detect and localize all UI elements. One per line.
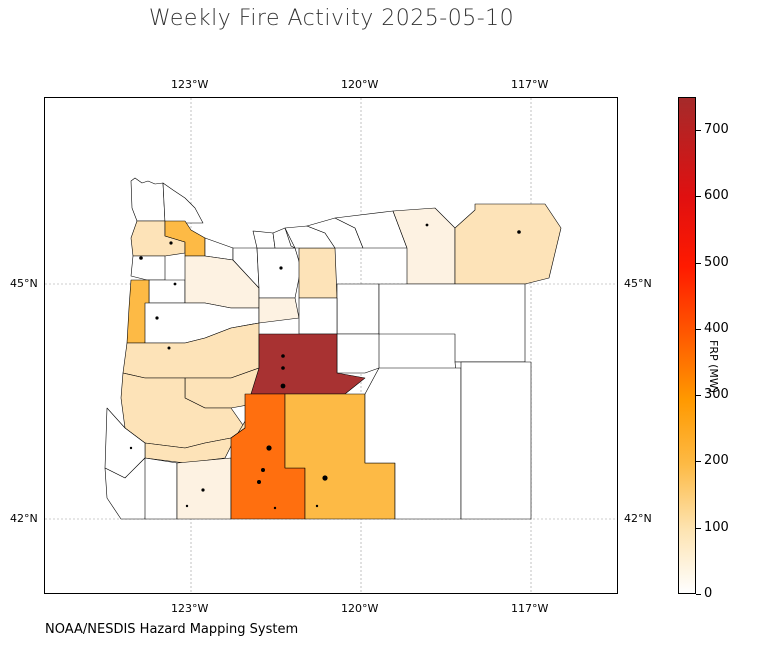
map-frame — [44, 97, 618, 594]
county-columbia — [162, 182, 204, 224]
lon-tick-bottom-120: 120°W — [341, 602, 379, 615]
colorbar-tick-mark — [696, 594, 701, 595]
county-gilliam — [272, 227, 296, 249]
fire-detections — [129, 223, 521, 510]
lat-tick-left-42: 42°N — [10, 512, 38, 525]
county-deschutes — [250, 333, 366, 395]
county-wasco — [256, 247, 302, 299]
lon-tick-top-117: 117°W — [511, 78, 549, 91]
colorbar — [678, 97, 696, 594]
colorbar-tick-label: 300 — [704, 387, 729, 403]
colorbar-tick-mark — [696, 328, 701, 330]
credit-text: NOAA/NESDIS Hazard Mapping System — [45, 622, 299, 637]
colorbar-tick-label: 600 — [704, 188, 729, 204]
lat-tick-left-45: 45°N — [10, 277, 38, 290]
county-tillamook — [130, 255, 166, 281]
county-umatilla — [334, 210, 408, 249]
county-sherman — [252, 230, 276, 249]
colorbar-tick-label: 100 — [704, 519, 729, 535]
county-baker — [378, 283, 526, 363]
colorbar-tick-mark — [696, 395, 701, 397]
lon-tick-top-120: 120°W — [341, 78, 379, 91]
oregon-county-map — [45, 98, 617, 593]
colorbar-tick-mark — [696, 461, 701, 463]
colorbar-tick-mark — [696, 196, 701, 198]
lat-tick-right-45: 45°N — [624, 277, 652, 290]
colorbar-tick-mark — [696, 527, 701, 529]
colorbar-title: FRP (MW) — [707, 340, 720, 394]
county-josephine — [144, 457, 178, 520]
colorbar-tick-mark — [696, 130, 701, 132]
colorbar-tick-mark — [696, 262, 701, 264]
county-clatsop — [130, 177, 166, 222]
colorbar-tick-label: 0 — [704, 586, 713, 601]
lon-tick-bottom-117: 117°W — [511, 602, 549, 615]
lon-tick-bottom-123: 123°W — [171, 602, 209, 615]
colorbar-tick-label: 400 — [704, 320, 729, 336]
county-jackson — [176, 457, 232, 520]
county-grant — [336, 283, 380, 335]
lat-tick-right-42: 42°N — [624, 512, 652, 525]
county-malheur — [460, 361, 532, 520]
county-wheeler — [298, 247, 338, 299]
colorbar-tick-label: 200 — [704, 453, 729, 469]
lon-tick-top-123: 123°W — [171, 78, 209, 91]
colorbar-tick-label: 500 — [704, 254, 729, 270]
chart-title: Weekly Fire Activity 2025-05-10 — [148, 6, 515, 31]
county-wallowa — [454, 203, 562, 285]
county-yamhill — [148, 279, 186, 304]
county-jefferson — [258, 297, 300, 324]
counties — [104, 177, 562, 520]
colorbar-tick-label: 700 — [704, 122, 729, 138]
